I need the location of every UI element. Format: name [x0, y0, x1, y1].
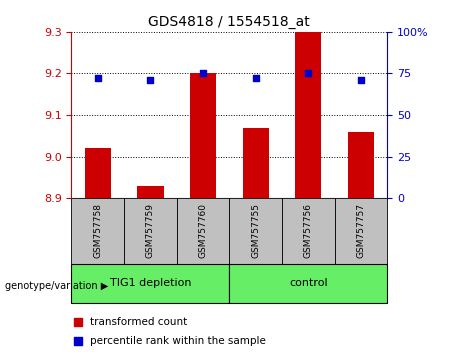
Text: GSM757757: GSM757757	[356, 204, 366, 258]
Bar	[242, 127, 269, 198]
Text: transformed count: transformed count	[90, 318, 188, 327]
Bar	[335, 198, 387, 264]
Text: GSM757755: GSM757755	[251, 204, 260, 258]
Text: genotype/variation ▶: genotype/variation ▶	[5, 281, 108, 291]
Text: GSM757759: GSM757759	[146, 204, 155, 258]
Bar	[137, 186, 164, 198]
Bar	[295, 32, 321, 198]
Bar	[282, 198, 335, 264]
Bar	[85, 148, 111, 198]
Point	[252, 76, 260, 81]
Text: TIG1 depletion: TIG1 depletion	[110, 278, 191, 288]
Text: GSM757756: GSM757756	[304, 204, 313, 258]
Title: GDS4818 / 1554518_at: GDS4818 / 1554518_at	[148, 16, 310, 29]
Bar	[229, 264, 387, 303]
Point	[94, 76, 101, 81]
Bar	[190, 74, 216, 198]
Point	[74, 320, 82, 325]
Point	[357, 77, 365, 83]
Text: percentile rank within the sample: percentile rank within the sample	[90, 336, 266, 346]
Point	[199, 70, 207, 76]
Text: control: control	[289, 278, 328, 288]
Bar	[71, 198, 124, 264]
Point	[305, 70, 312, 76]
Text: GSM757760: GSM757760	[199, 204, 207, 258]
Bar	[124, 198, 177, 264]
Point	[147, 77, 154, 83]
Bar	[177, 198, 229, 264]
Point	[74, 338, 82, 343]
Bar	[348, 132, 374, 198]
Text: GSM757758: GSM757758	[93, 204, 102, 258]
Bar	[229, 198, 282, 264]
Bar	[71, 264, 230, 303]
